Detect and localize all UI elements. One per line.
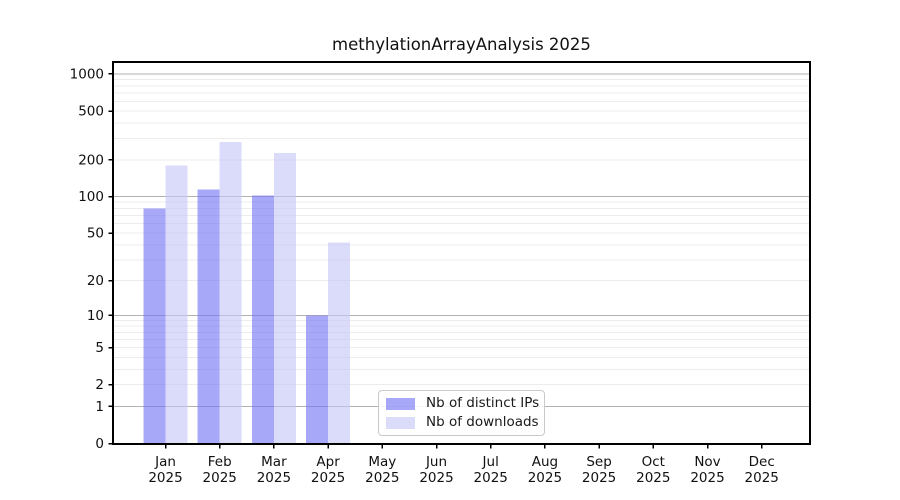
x-tick-year-label: 2025	[745, 470, 779, 486]
legend-label-downloads: Nb of downloads	[426, 414, 539, 430]
x-tick-year-label: 2025	[257, 470, 291, 486]
x-tick-year-label: 2025	[148, 470, 182, 486]
y-tick-label: 200	[78, 152, 104, 168]
y-tick-label: 1000	[70, 66, 104, 82]
y-tick-label: 2	[95, 377, 104, 393]
y-tick-label: 10	[87, 308, 104, 324]
x-tick-month-label: May	[368, 454, 396, 470]
x-tick-year-label: 2025	[636, 470, 670, 486]
x-tick-month-label: Sep	[586, 454, 611, 470]
x-tick-year-label: 2025	[528, 470, 562, 486]
y-tick-label: 100	[78, 189, 104, 205]
x-tick-year-label: 2025	[419, 470, 453, 486]
bar-nb-of-distinct-ips	[143, 208, 166, 444]
bar-nb-of-distinct-ips	[197, 189, 220, 444]
chart-title: methylationArrayAnalysis 2025	[332, 35, 591, 54]
x-tick-month-label: Apr	[316, 454, 340, 470]
y-tick-label: 500	[78, 104, 104, 120]
bar-nb-of-distinct-ips	[306, 315, 329, 444]
bar-nb-of-downloads	[219, 141, 242, 444]
y-tick-label: 20	[87, 273, 104, 289]
legend: Nb of distinct IPs Nb of downloads	[378, 390, 545, 436]
axes-frame	[112, 61, 811, 445]
x-tick-month-label: Jan	[154, 454, 176, 470]
x-tick-year-label: 2025	[582, 470, 616, 486]
y-tick-label: 0	[95, 436, 104, 452]
legend-item-distinct-ips: Nb of distinct IPs	[386, 395, 540, 411]
y-tick-label: 5	[95, 340, 104, 356]
y-tick-label: 1	[95, 399, 104, 415]
legend-label-distinct-ips: Nb of distinct IPs	[426, 395, 540, 411]
x-tick-year-label: 2025	[690, 470, 724, 486]
x-tick-month-label: Jul	[482, 454, 499, 470]
legend-item-downloads: Nb of downloads	[386, 414, 539, 430]
bar-nb-of-downloads	[273, 152, 296, 444]
x-tick-year-label: 2025	[365, 470, 399, 486]
x-tick-year-label: 2025	[311, 470, 345, 486]
x-tick-month-label: Nov	[694, 454, 720, 470]
bar-nb-of-downloads	[165, 165, 188, 444]
x-tick-month-label: Feb	[208, 454, 232, 470]
bar-nb-of-downloads	[328, 242, 351, 444]
legend-swatch-distinct-ips-icon	[386, 397, 415, 410]
x-tick-month-label: Mar	[261, 454, 287, 470]
x-tick-month-label: Oct	[642, 454, 665, 470]
bar-nb-of-distinct-ips	[251, 195, 274, 444]
x-tick-year-label: 2025	[474, 470, 508, 486]
x-tick-month-label: Aug	[532, 454, 558, 470]
x-tick-year-label: 2025	[203, 470, 237, 486]
legend-swatch-downloads-icon	[386, 416, 415, 429]
x-tick-month-label: Dec	[749, 454, 775, 470]
y-tick-label: 50	[87, 226, 104, 242]
x-tick-month-label: Jun	[425, 454, 447, 470]
